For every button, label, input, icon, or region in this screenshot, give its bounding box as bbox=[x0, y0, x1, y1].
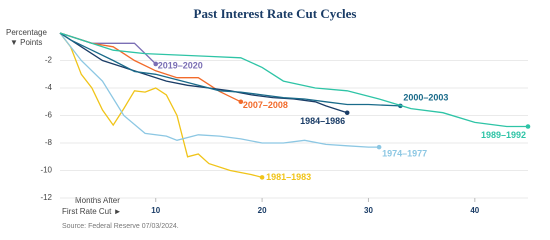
series-label: 2000–2003 bbox=[403, 92, 448, 102]
end-marker bbox=[376, 144, 382, 150]
x-axis-label: Months After bbox=[75, 196, 120, 205]
series-label: 1974–1977 bbox=[382, 149, 427, 159]
series-label: 2007–2008 bbox=[243, 100, 288, 110]
y-tick-label: -10 bbox=[40, 166, 52, 175]
x-tick-label: 10 bbox=[151, 206, 160, 215]
x-tick-label: 40 bbox=[470, 206, 479, 215]
series-line bbox=[59, 32, 401, 107]
y-tick-label: -8 bbox=[45, 138, 53, 147]
x-tick-label: 30 bbox=[364, 206, 373, 215]
end-marker bbox=[525, 124, 531, 129]
series-label: 1981–1983 bbox=[266, 172, 311, 182]
chart: Past Interest Rate Cut Cycles Percentage… bbox=[6, 6, 531, 230]
series-line bbox=[59, 32, 528, 128]
series-line bbox=[59, 32, 263, 179]
end-marker bbox=[344, 110, 350, 116]
end-marker bbox=[259, 175, 265, 180]
y-tick-label: -12 bbox=[40, 193, 52, 202]
source: Source: Federal Reserve 07/03/2024. bbox=[62, 223, 179, 230]
series-label: 1989–1992 bbox=[481, 130, 526, 140]
y-tick-label: -6 bbox=[45, 111, 53, 120]
x-axis-label: First Rate Cut ► bbox=[62, 207, 121, 216]
series-label: 2019–2020 bbox=[158, 60, 203, 70]
x-tick-label: 20 bbox=[258, 206, 267, 215]
series-line bbox=[59, 32, 242, 103]
end-marker bbox=[153, 61, 159, 67]
y-axis-label: Percentage bbox=[6, 28, 47, 37]
chart-title: Past Interest Rate Cut Cycles bbox=[194, 6, 357, 21]
series-label: 1984–1986 bbox=[300, 116, 345, 126]
end-marker bbox=[238, 99, 244, 105]
series-line bbox=[59, 32, 380, 148]
y-tick-label: -2 bbox=[45, 56, 53, 65]
y-axis-label: ▼ Points bbox=[10, 38, 42, 47]
y-tick-label: -4 bbox=[45, 83, 53, 92]
